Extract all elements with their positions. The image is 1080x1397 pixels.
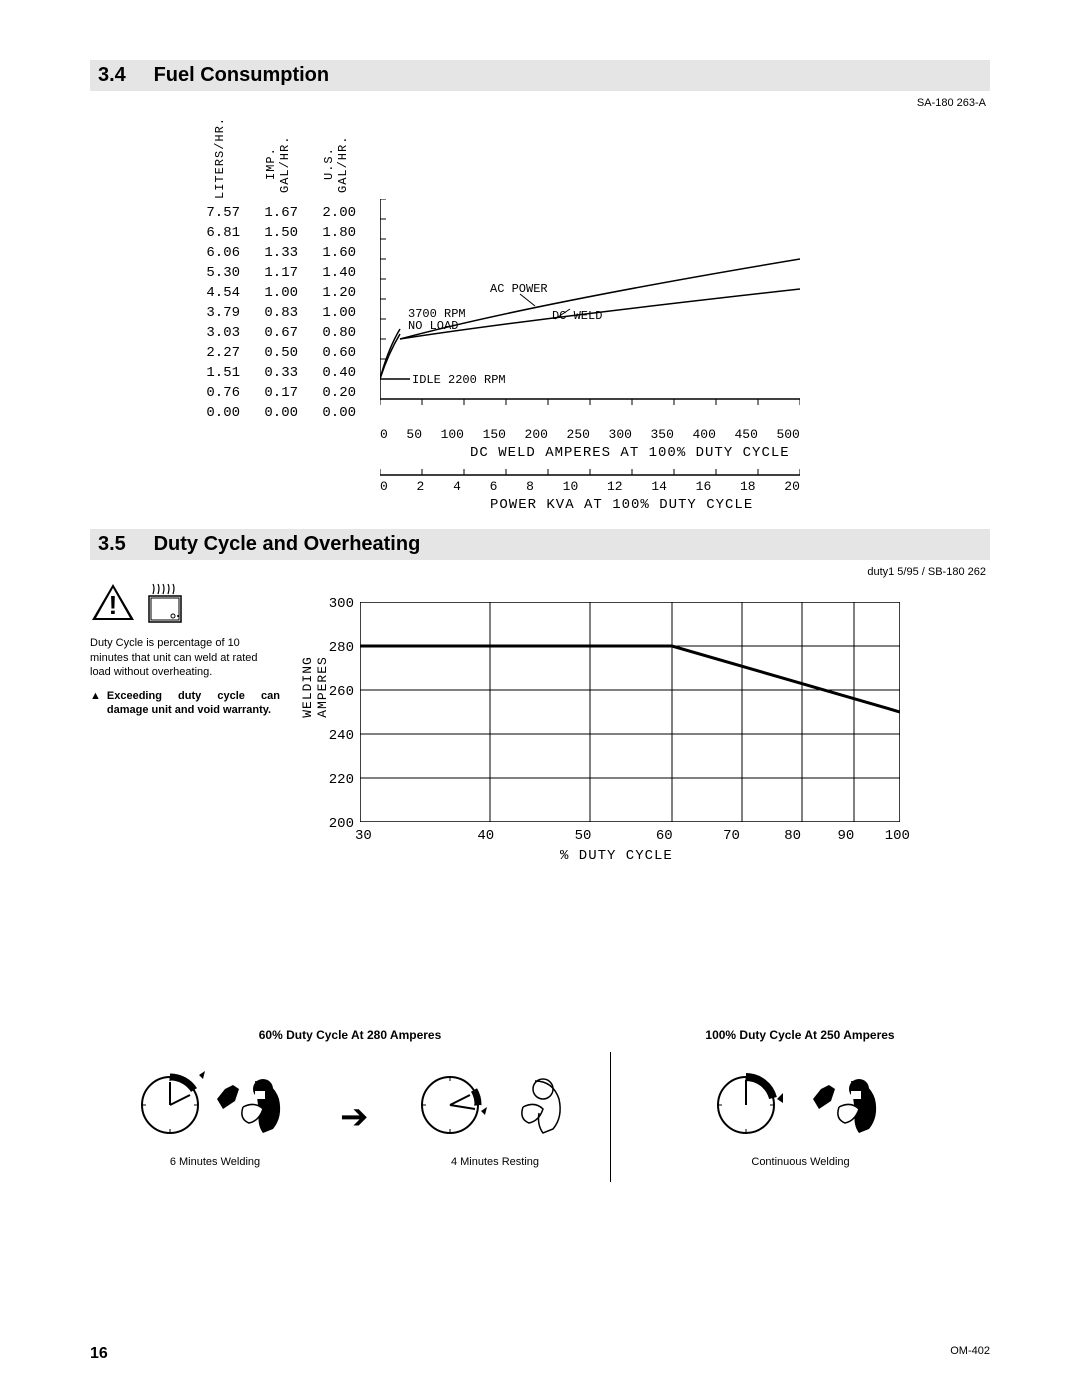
duty-xticks: 30 40 50 60 70 80 90 100 <box>355 828 910 844</box>
fuel-x1-ticks: 050100150200250300350400450500 <box>380 427 800 442</box>
section-num: 3.5 <box>98 533 148 556</box>
picto-header-60: 60% Duty Cycle At 280 Amperes <box>90 1028 610 1042</box>
doc-id: OM-402 <box>950 1345 990 1363</box>
figure-ref-1: SA-180 263-A <box>90 97 990 109</box>
picto-caption-1: 6 Minutes Welding <box>90 1156 340 1168</box>
picto-caption-2: 4 Minutes Resting <box>380 1156 610 1168</box>
picto-continuous: Continuous Welding <box>611 1065 990 1168</box>
duty-text-block: ! Duty Cycle is percentage of 10 minutes… <box>90 582 280 718</box>
overheat-icon <box>143 582 187 630</box>
warning-icon: ! <box>90 582 136 626</box>
duty-exceed: Exceeding duty cycle can damage unit and… <box>107 689 280 718</box>
picto-welding-6min: 6 Minutes Welding <box>90 1065 340 1168</box>
section-title: Duty Cycle and Overheating <box>154 533 421 555</box>
fuel-x2-title: POWER KVA AT 100% DUTY CYCLE <box>490 497 753 513</box>
section-header-34: 3.4 Fuel Consumption <box>90 60 990 91</box>
fuel-plot-svg: AC POWER 3700 RPM NO LOAD DC WELD IDLE 2… <box>380 199 800 419</box>
ycol-impgal: IMP. GAL/HR. 1.671.501.331.171.000.830.6… <box>258 129 298 423</box>
duty-xtitle: % DUTY CYCLE <box>560 848 673 864</box>
duty-para: Duty Cycle is percentage of 10 minutes t… <box>90 636 280 679</box>
section-header-35: 3.5 Duty Cycle and Overheating <box>90 529 990 560</box>
picto-resting-4min: 4 Minutes Resting <box>380 1065 610 1168</box>
duty-plot-svg <box>360 602 900 822</box>
arrow-icon: ➔ <box>340 1097 380 1137</box>
page-footer: 16 OM-402 <box>90 1345 990 1363</box>
page-number: 16 <box>90 1345 108 1363</box>
duty-chart: WELDING AMPERES 300280260240220200 <box>300 582 990 718</box>
picto-header-100: 100% Duty Cycle At 250 Amperes <box>610 1028 990 1042</box>
fuel-x2-ticks: 02468101214161820 <box>380 479 800 494</box>
label-ac-power: AC POWER <box>490 282 548 296</box>
pictogram-row: 60% Duty Cycle At 280 Amperes 100% Duty … <box>90 1028 990 1182</box>
svg-text:!: ! <box>109 590 118 620</box>
fuel-x1-title: DC WELD AMPERES AT 100% DUTY CYCLE <box>470 445 790 461</box>
caution-triangle-icon: ▲ <box>90 689 101 718</box>
fuel-chart: LITERS/HR. 7.576.816.065.304.543.793.032… <box>90 109 990 529</box>
ycol-liters: LITERS/HR. 7.576.816.065.304.543.793.032… <box>200 129 240 423</box>
label-idle: IDLE 2200 RPM <box>412 373 506 387</box>
figure-ref-2: duty1 5/95 / SB-180 262 <box>90 566 990 578</box>
label-noload: NO LOAD <box>408 319 458 333</box>
label-dcweld: DC WELD <box>552 309 602 323</box>
section-title: Fuel Consumption <box>154 64 330 86</box>
picto-caption-3: Continuous Welding <box>611 1156 990 1168</box>
ycol-usgal: U.S. GAL/HR. 2.001.801.601.401.201.000.8… <box>316 129 356 423</box>
section-num: 3.4 <box>98 64 148 87</box>
